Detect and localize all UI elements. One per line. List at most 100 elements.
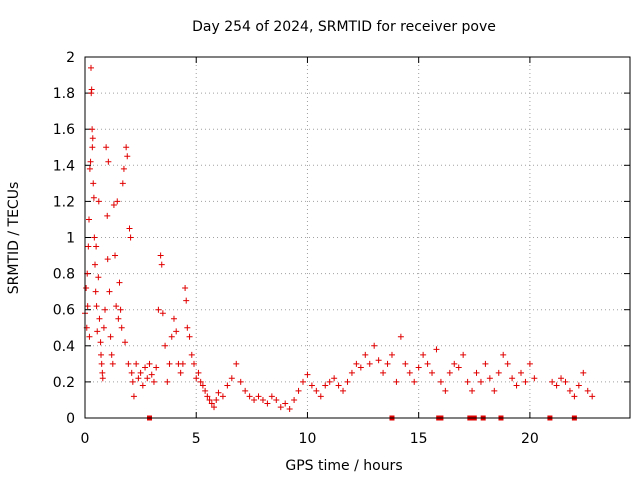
- data-point: [255, 393, 262, 400]
- data-point: [122, 339, 129, 346]
- data-point: [522, 378, 529, 385]
- data-point: [158, 261, 165, 268]
- data-point: [326, 378, 333, 385]
- data-point: [157, 252, 164, 259]
- data-point: [206, 396, 213, 403]
- data-point: [107, 333, 114, 340]
- data-point: [94, 328, 101, 335]
- data-point: [433, 346, 440, 353]
- data-point: [213, 396, 220, 403]
- data-point: [340, 387, 347, 394]
- data-point: [566, 387, 573, 394]
- data-point: [99, 375, 106, 382]
- x-tick-label: 15: [410, 431, 428, 447]
- data-point: [129, 378, 136, 385]
- data-point: [96, 315, 103, 322]
- data-point: [137, 369, 144, 376]
- data-point: [108, 351, 115, 358]
- data-point: [219, 393, 226, 400]
- y-tick-label: 1.8: [53, 86, 75, 102]
- data-point: [371, 342, 378, 349]
- data-point: [93, 243, 100, 250]
- data-point: [92, 261, 99, 268]
- tick-labels: 00.20.40.60.811.21.41.61.820 5 10 15 20: [53, 50, 539, 447]
- data-point: [411, 378, 418, 385]
- data-point: [126, 225, 133, 232]
- data-point: [491, 387, 498, 394]
- data-point: [308, 382, 315, 389]
- data-point: [183, 297, 190, 304]
- data-point: [482, 360, 489, 367]
- data-point: [123, 144, 130, 151]
- y-axis-label: SRMTID / TECUs: [6, 182, 22, 295]
- data-point: [344, 378, 351, 385]
- data-point: [553, 382, 560, 389]
- data-point: [98, 360, 105, 367]
- data-point: [90, 180, 97, 187]
- data-point: [589, 393, 596, 400]
- data-point: [208, 400, 215, 407]
- grid: [85, 57, 630, 418]
- data-point: [402, 360, 409, 367]
- data-point: [110, 202, 117, 209]
- y-tick-label: 1: [66, 231, 75, 247]
- data-point: [85, 243, 92, 250]
- y-tick-label: 1.2: [53, 194, 75, 210]
- data-point: [224, 382, 231, 389]
- data-point: [193, 375, 200, 382]
- data-point: [104, 212, 111, 219]
- data-point: [228, 375, 235, 382]
- data-point: [98, 351, 105, 358]
- data-point: [103, 144, 110, 151]
- data-point: [88, 64, 95, 71]
- data-point: [116, 279, 123, 286]
- data-point: [89, 144, 96, 151]
- data-point: [153, 364, 160, 371]
- data-point: [95, 274, 102, 281]
- data-point: [113, 303, 120, 310]
- data-point: [455, 364, 462, 371]
- data-point: [451, 360, 458, 367]
- data-point: [133, 360, 140, 367]
- data-point: [469, 387, 476, 394]
- data-point: [95, 198, 102, 205]
- x-tick-label: 20: [521, 431, 539, 447]
- data-point: [89, 135, 96, 142]
- data-point: [130, 393, 137, 400]
- data-point: [106, 288, 113, 295]
- y-tick-label: 2: [66, 50, 75, 66]
- data-point: [460, 351, 467, 358]
- data-point: [168, 333, 175, 340]
- data-point: [97, 339, 104, 346]
- data-point: [446, 369, 453, 376]
- data-point: [117, 306, 124, 313]
- data-point: [286, 405, 293, 412]
- data-point: [182, 285, 189, 292]
- data-point: [127, 234, 134, 241]
- data-point: [199, 382, 206, 389]
- data-point: [388, 351, 395, 358]
- y-tick-label: 1.4: [53, 158, 75, 174]
- data-point: [105, 158, 112, 165]
- data-point: [549, 378, 556, 385]
- data-point: [357, 364, 364, 371]
- data-point: [195, 369, 202, 376]
- data-point: [204, 393, 211, 400]
- data-point: [146, 360, 153, 367]
- data-point: [393, 378, 400, 385]
- data-point: [464, 378, 471, 385]
- data-point: [580, 369, 587, 376]
- data-point: [282, 400, 289, 407]
- y-tick-label: 0.6: [53, 303, 75, 319]
- data-point: [366, 360, 373, 367]
- data-point: [104, 256, 111, 263]
- data-point: [251, 396, 258, 403]
- data-point: [531, 375, 538, 382]
- data-point: [562, 378, 569, 385]
- data-point: [148, 371, 155, 378]
- data-point: [118, 324, 125, 331]
- data-point: [500, 351, 507, 358]
- data-point: [233, 360, 240, 367]
- data-point: [119, 180, 126, 187]
- data-point: [211, 404, 218, 411]
